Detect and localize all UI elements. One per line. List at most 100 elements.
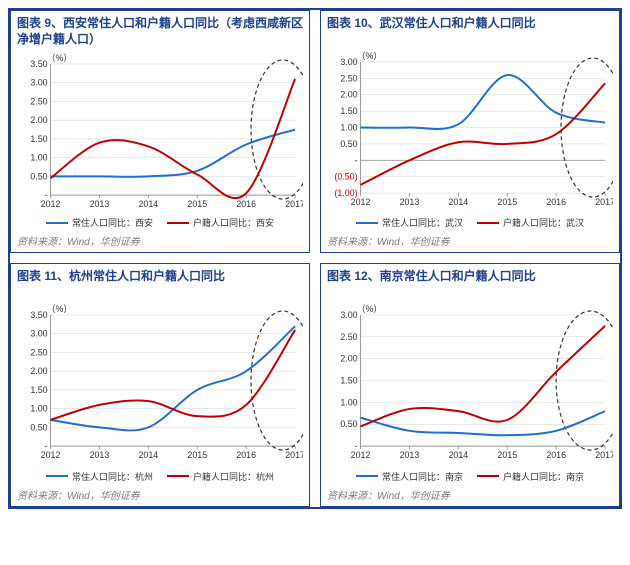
svg-text:(0.50): (0.50) (334, 172, 357, 182)
svg-text:2017: 2017 (595, 450, 613, 460)
svg-text:3.00: 3.00 (340, 310, 357, 320)
svg-text:0.50: 0.50 (30, 423, 47, 433)
svg-text:2.00: 2.00 (340, 354, 357, 364)
svg-text:（%）: （%） (357, 51, 383, 61)
legend-item: 户籍人口同比：西安 (167, 216, 274, 229)
svg-text:1.00: 1.00 (340, 398, 357, 408)
svg-text:2012: 2012 (41, 199, 61, 209)
svg-text:2.00: 2.00 (340, 90, 357, 100)
svg-text:2015: 2015 (497, 197, 517, 207)
svg-text:（%）: （%） (47, 53, 73, 63)
legend-item: 户籍人口同比：杭州 (167, 470, 274, 483)
legend-label: 户籍人口同比：武汉 (503, 216, 584, 229)
svg-text:2.50: 2.50 (30, 348, 47, 358)
svg-text:0.50: 0.50 (340, 139, 357, 149)
svg-text:3.00: 3.00 (30, 329, 47, 339)
svg-text:2015: 2015 (187, 199, 207, 209)
legend-label: 户籍人口同比：杭州 (193, 470, 274, 483)
legend: 常住人口同比：南京 户籍人口同比：南京 (327, 470, 613, 483)
legend-item: 常住人口同比：杭州 (46, 470, 153, 483)
svg-text:2.00: 2.00 (30, 115, 47, 125)
svg-text:3.00: 3.00 (30, 78, 47, 88)
svg-text:2.00: 2.00 (30, 366, 47, 376)
svg-text:0.50: 0.50 (340, 420, 357, 430)
legend-item: 常住人口同比：武汉 (356, 216, 463, 229)
svg-text:2017: 2017 (285, 450, 303, 460)
chart-title: 图表 11、杭州常住人口和户籍人口同比 (17, 268, 303, 298)
legend-label: 户籍人口同比：南京 (503, 470, 584, 483)
legend-item: 户籍人口同比：武汉 (477, 216, 584, 229)
chart-nanjing: （%）-0.501.001.502.002.503.00201220132014… (327, 300, 613, 465)
svg-text:2016: 2016 (236, 199, 256, 209)
svg-text:2017: 2017 (285, 199, 303, 209)
legend-swatch (167, 222, 189, 224)
svg-text:1.00: 1.00 (340, 122, 357, 132)
chart-area: （%）-0.501.001.502.002.503.003.5020122013… (17, 49, 303, 214)
svg-text:3.50: 3.50 (30, 59, 47, 69)
series-line-0 (361, 412, 606, 436)
svg-text:2014: 2014 (139, 199, 159, 209)
svg-text:2.50: 2.50 (340, 332, 357, 342)
svg-text:2017: 2017 (595, 197, 613, 207)
legend: 常住人口同比：武汉 户籍人口同比：武汉 (327, 216, 613, 229)
panel-nanjing: 图表 12、南京常住人口和户籍人口同比（%）-0.501.001.502.002… (320, 263, 620, 506)
legend-item: 常住人口同比：西安 (46, 216, 153, 229)
svg-text:1.50: 1.50 (340, 106, 357, 116)
svg-text:2015: 2015 (187, 450, 207, 460)
legend-label: 常住人口同比：杭州 (72, 470, 153, 483)
svg-text:1.50: 1.50 (30, 134, 47, 144)
source-label: 资料来源：Wind，华创证券 (327, 487, 613, 502)
svg-text:2014: 2014 (449, 197, 469, 207)
svg-text:（%）: （%） (47, 304, 73, 314)
svg-text:2012: 2012 (351, 450, 371, 460)
legend-swatch (356, 222, 378, 224)
svg-text:3.00: 3.00 (340, 57, 357, 67)
svg-text:2012: 2012 (351, 197, 371, 207)
svg-text:2016: 2016 (236, 450, 256, 460)
chart-wuhan: （%）(1.00)(0.50)-0.501.001.502.002.503.00… (327, 47, 613, 212)
chart-xian: （%）-0.501.001.502.002.503.003.5020122013… (17, 49, 303, 214)
svg-text:2013: 2013 (90, 199, 110, 209)
series-line-1 (51, 79, 296, 198)
panel-xian: 图表 9、西安常住人口和户籍人口同比（考虑西咸新区净增户籍人口）（%）-0.50… (10, 10, 310, 253)
series-line-1 (361, 326, 606, 427)
series-line-0 (51, 130, 296, 177)
svg-text:1.50: 1.50 (340, 376, 357, 386)
svg-text:1.50: 1.50 (30, 385, 47, 395)
svg-text:（%）: （%） (357, 304, 383, 314)
svg-text:3.50: 3.50 (30, 310, 47, 320)
legend-label: 户籍人口同比：西安 (193, 216, 274, 229)
legend-item: 常住人口同比：南京 (356, 470, 463, 483)
legend-swatch (477, 222, 499, 224)
series-line-0 (51, 327, 296, 431)
svg-text:1.00: 1.00 (30, 153, 47, 163)
legend-swatch (167, 475, 189, 477)
svg-text:2.50: 2.50 (340, 73, 357, 83)
source-label: 资料来源：Wind，华创证券 (327, 233, 613, 248)
chart-area: （%）(1.00)(0.50)-0.501.001.502.002.503.00… (327, 47, 613, 214)
legend-swatch (46, 222, 68, 224)
svg-text:2016: 2016 (546, 450, 566, 460)
svg-text:0.50: 0.50 (30, 172, 47, 182)
series-line-1 (51, 330, 296, 420)
legend: 常住人口同比：西安 户籍人口同比：西安 (17, 216, 303, 229)
svg-text:2014: 2014 (449, 450, 469, 460)
legend-label: 常住人口同比：南京 (382, 470, 463, 483)
chart-title: 图表 9、西安常住人口和户籍人口同比（考虑西咸新区净增户籍人口） (17, 15, 303, 47)
legend-label: 常住人口同比：武汉 (382, 216, 463, 229)
legend-swatch (46, 475, 68, 477)
chart-area: （%）-0.501.001.502.002.503.003.5020122013… (17, 300, 303, 467)
panel-wuhan: 图表 10、武汉常住人口和户籍人口同比（%）(1.00)(0.50)-0.501… (320, 10, 620, 253)
svg-text:-: - (355, 155, 358, 165)
svg-text:1.00: 1.00 (30, 404, 47, 414)
svg-text:2013: 2013 (400, 197, 420, 207)
svg-text:2013: 2013 (90, 450, 110, 460)
svg-text:2014: 2014 (139, 450, 159, 460)
svg-text:2.50: 2.50 (30, 97, 47, 107)
legend-label: 常住人口同比：西安 (72, 216, 153, 229)
svg-text:2016: 2016 (546, 197, 566, 207)
legend-swatch (356, 475, 378, 477)
legend: 常住人口同比：杭州 户籍人口同比：杭州 (17, 470, 303, 483)
panel-hangzhou: 图表 11、杭州常住人口和户籍人口同比（%）-0.501.001.502.002… (10, 263, 310, 506)
chart-title: 图表 12、南京常住人口和户籍人口同比 (327, 268, 613, 298)
